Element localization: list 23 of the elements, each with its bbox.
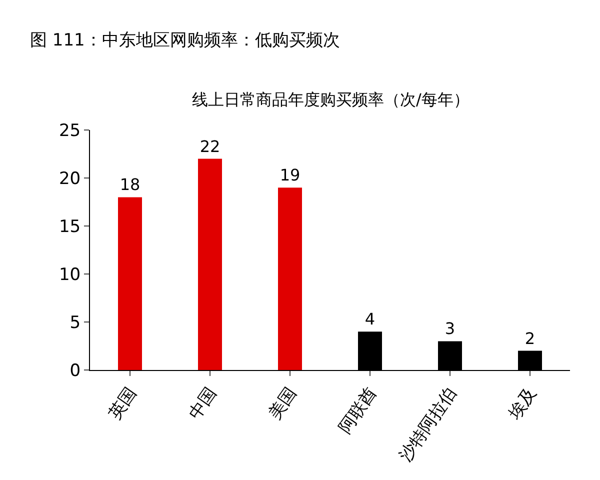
x-tick-label: 阿联酋 — [335, 384, 382, 438]
x-tick-label: 美国 — [265, 384, 302, 424]
y-tick-label: 25 — [58, 120, 81, 141]
data-label: 22 — [200, 136, 220, 156]
y-tick-label: 20 — [58, 168, 81, 189]
chart-subtitle: 线上日常商品年度购买频率（次/每年） — [192, 90, 470, 109]
x-tick-label: 中国 — [185, 384, 222, 424]
x-tick-label: 沙特阿拉伯 — [396, 384, 462, 466]
data-label: 2 — [524, 328, 536, 348]
data-label: 19 — [280, 166, 300, 185]
y-tick-label: 10 — [58, 264, 81, 285]
y-tick-label: 0 — [70, 360, 81, 381]
bar — [118, 197, 142, 370]
chart-title: 图 111：中东地区网购频率：低购买频次 — [30, 30, 340, 50]
bar — [278, 188, 302, 370]
y-tick-label: 5 — [70, 312, 81, 333]
bar — [198, 158, 222, 370]
y-tick-label: 15 — [58, 216, 81, 237]
x-tick-label: 英国 — [105, 384, 142, 424]
data-label: 4 — [364, 310, 376, 329]
data-label: 18 — [120, 175, 140, 194]
data-label: 3 — [444, 319, 456, 338]
x-tick-label: 埃及 — [504, 384, 542, 424]
